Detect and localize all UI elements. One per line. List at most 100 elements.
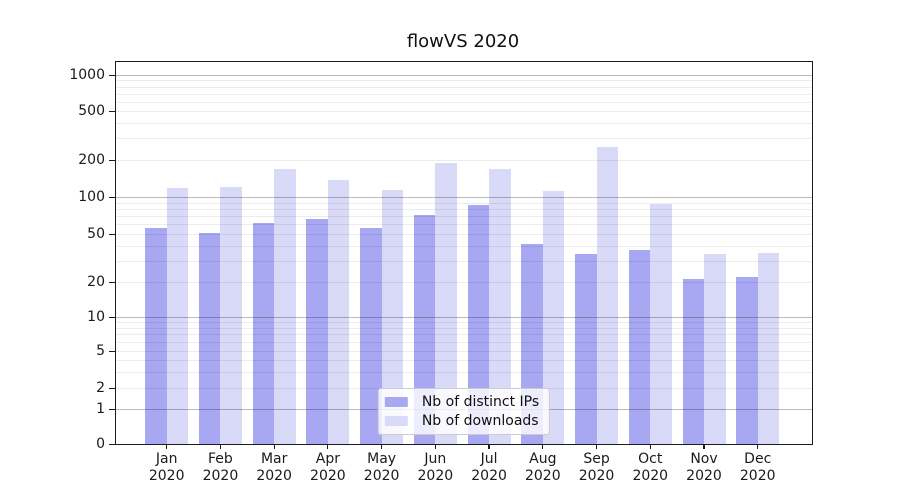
bar-distinct-ips bbox=[413, 214, 436, 444]
x-tick-mark bbox=[488, 445, 490, 449]
chart-title: flowVS 2020 bbox=[406, 31, 520, 52]
bar-distinct-ips bbox=[252, 223, 275, 444]
y-tick-label: 0 bbox=[96, 436, 105, 452]
bar-downloads bbox=[542, 190, 565, 444]
gridline-minor bbox=[116, 334, 812, 336]
x-tick-mark bbox=[273, 445, 275, 449]
gridline-minor bbox=[116, 160, 812, 161]
x-tick-label: Sep 2020 bbox=[578, 451, 615, 484]
gridline-minor bbox=[116, 322, 812, 324]
bar-distinct-ips bbox=[575, 254, 597, 444]
y-tick-mark bbox=[109, 74, 115, 76]
bar-distinct-ips bbox=[306, 219, 328, 444]
bar-downloads bbox=[274, 168, 296, 444]
gridline-minor bbox=[116, 371, 812, 373]
gridline-minor bbox=[116, 360, 812, 361]
x-tick-label: Aug 2020 bbox=[524, 451, 561, 484]
legend-item-downloads: Nb of downloads bbox=[384, 413, 539, 429]
y-tick-mark bbox=[109, 233, 115, 235]
gridline-minor bbox=[116, 101, 812, 103]
gridline-minor bbox=[116, 93, 812, 95]
legend-swatch-distinct-ips bbox=[384, 397, 408, 407]
bar-distinct-ips bbox=[736, 277, 758, 444]
y-tick-mark bbox=[109, 408, 115, 410]
y-tick-label: 500 bbox=[78, 103, 105, 119]
x-tick-label: Jun 2020 bbox=[417, 451, 454, 484]
x-tick-mark bbox=[434, 445, 436, 449]
y-tick-label: 1 bbox=[96, 401, 105, 417]
gridline-minor bbox=[116, 234, 812, 235]
x-tick-label: Feb 2020 bbox=[202, 451, 239, 484]
bar-downloads bbox=[757, 252, 780, 444]
x-tick-label: Jan 2020 bbox=[148, 451, 185, 484]
y-tick-label: 100 bbox=[78, 189, 105, 205]
x-tick-label: Dec 2020 bbox=[739, 451, 776, 484]
gridline-minor bbox=[116, 202, 812, 204]
y-tick-label: 200 bbox=[78, 152, 105, 168]
x-tick-label: Oct 2020 bbox=[632, 451, 669, 484]
y-tick-label: 1000 bbox=[69, 67, 105, 83]
x-tick-label: Mar 2020 bbox=[256, 451, 292, 484]
y-tick-label: 10 bbox=[87, 309, 105, 325]
legend-label-distinct-ips: Nb of distinct IPs bbox=[421, 394, 540, 410]
x-tick-mark bbox=[595, 445, 598, 449]
y-tick-label: 2 bbox=[96, 380, 105, 396]
x-tick-mark bbox=[166, 445, 168, 449]
x-tick-label: Nov 2020 bbox=[686, 451, 722, 484]
y-tick-label: 5 bbox=[96, 343, 105, 359]
gridline-minor bbox=[116, 351, 812, 352]
x-tick-mark bbox=[381, 445, 383, 449]
gridline-major bbox=[116, 317, 812, 318]
gridline-minor bbox=[116, 122, 812, 124]
bar-downloads bbox=[381, 190, 404, 444]
x-tick-label: Jul 2020 bbox=[471, 451, 507, 484]
y-tick-mark bbox=[109, 350, 115, 352]
bar-distinct-ips bbox=[145, 227, 167, 444]
bar-downloads bbox=[220, 186, 242, 444]
bar-distinct-ips bbox=[467, 205, 490, 444]
gridline-minor bbox=[116, 245, 812, 247]
y-tick-mark bbox=[109, 110, 115, 112]
x-tick-mark bbox=[649, 445, 651, 449]
plot-area: 0 1 2 5 10 20 50 100 200 500 1000 Jan 2020 Feb 2020 M… bbox=[69, 61, 813, 484]
gridline-minor bbox=[116, 138, 812, 140]
x-tick-label: Apr 2020 bbox=[310, 451, 346, 484]
y-tick-mark bbox=[109, 387, 115, 389]
gridline-minor bbox=[116, 80, 812, 82]
bar-downloads bbox=[166, 187, 189, 444]
x-tick-mark bbox=[327, 445, 329, 449]
x-tick-mark bbox=[542, 445, 544, 449]
gridline-minor bbox=[116, 327, 812, 329]
gridline-minor bbox=[116, 216, 812, 218]
y-tick-mark bbox=[109, 159, 115, 161]
gridline-major bbox=[116, 197, 812, 198]
gridline-major bbox=[116, 75, 812, 76]
legend-label-downloads: Nb of downloads bbox=[421, 413, 539, 429]
bar-downloads bbox=[704, 254, 726, 444]
bar-downloads bbox=[650, 203, 672, 444]
y-tick-mark bbox=[109, 196, 115, 198]
y-tick-mark bbox=[109, 316, 115, 318]
y-tick-mark bbox=[109, 443, 115, 445]
legend-swatch-downloads bbox=[384, 416, 408, 426]
x-tick-label: May 2020 bbox=[363, 451, 400, 484]
bar-downloads bbox=[327, 179, 350, 444]
gridline-minor bbox=[116, 86, 812, 88]
bar-downloads bbox=[596, 147, 619, 444]
gridline-minor bbox=[116, 208, 812, 210]
bar-distinct-ips bbox=[198, 232, 221, 444]
bar-downloads bbox=[435, 163, 457, 444]
legend-item-distinct-ips: Nb of distinct IPs bbox=[384, 394, 540, 410]
x-tick-mark bbox=[703, 445, 705, 449]
gridline-minor bbox=[116, 260, 812, 262]
gridline-minor bbox=[116, 342, 812, 344]
gridline-minor bbox=[116, 282, 812, 283]
bar-distinct-ips bbox=[628, 249, 651, 444]
gridline-minor bbox=[116, 224, 812, 226]
gridline-minor bbox=[116, 111, 812, 112]
legend: Nb of distinct IPs Nb of downloads bbox=[377, 388, 551, 435]
y-tick-label: 20 bbox=[87, 274, 105, 290]
bar-distinct-ips bbox=[360, 227, 382, 444]
x-tick-mark bbox=[757, 445, 759, 449]
y-tick-label: 50 bbox=[87, 226, 105, 242]
